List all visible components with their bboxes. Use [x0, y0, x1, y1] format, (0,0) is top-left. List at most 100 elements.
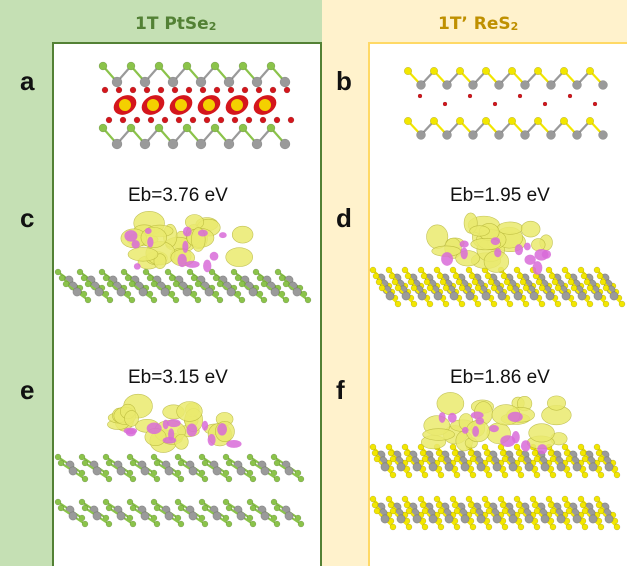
atom — [238, 296, 246, 304]
atom — [417, 291, 427, 301]
atom — [561, 495, 569, 503]
atom — [513, 266, 521, 274]
atom — [80, 274, 88, 282]
atom — [581, 507, 589, 515]
atom — [115, 86, 123, 94]
atom — [252, 268, 260, 276]
charge-density-negative-lobe — [133, 263, 141, 270]
atom — [129, 504, 137, 512]
atom — [369, 443, 377, 451]
atom — [533, 471, 541, 479]
atom — [372, 272, 380, 280]
charge-density-positive-lobe — [422, 428, 455, 441]
atom — [273, 116, 281, 124]
atom — [538, 300, 546, 308]
atom — [577, 495, 585, 503]
atom — [167, 76, 179, 88]
atom — [596, 272, 604, 280]
atom — [150, 453, 158, 461]
atom — [417, 93, 423, 99]
atom — [255, 86, 263, 94]
atom — [282, 296, 290, 304]
atom — [437, 471, 445, 479]
panel-label-b: b — [336, 66, 352, 96]
atom — [465, 495, 473, 503]
atom — [105, 520, 113, 528]
atom — [593, 291, 603, 301]
atom — [452, 272, 460, 280]
charge-density-negative-lobe — [162, 436, 177, 444]
charge-density-negative-lobe — [475, 417, 485, 425]
atom — [481, 443, 489, 451]
atom — [559, 116, 569, 126]
atom — [565, 471, 573, 479]
atom — [371, 501, 379, 509]
atom — [249, 520, 257, 528]
atom — [403, 449, 411, 457]
atom — [194, 296, 202, 304]
atom — [451, 501, 459, 509]
atom — [460, 514, 470, 524]
atom — [494, 80, 504, 90]
atom — [223, 76, 235, 88]
atom — [81, 475, 89, 483]
atom — [468, 80, 478, 90]
atom — [580, 272, 588, 280]
atom — [105, 475, 113, 483]
atom — [194, 280, 202, 288]
charge-density-negative-lobe — [144, 227, 152, 235]
atom — [98, 61, 108, 71]
charge-density-negative-lobe — [441, 252, 454, 266]
atom — [485, 507, 493, 515]
atom — [201, 459, 209, 467]
res2-panel-frame — [368, 42, 627, 566]
atom — [588, 462, 598, 472]
atom — [217, 116, 225, 124]
atom — [54, 498, 62, 506]
atom — [492, 462, 502, 472]
atom — [561, 266, 569, 274]
charge-density-negative-lobe — [470, 411, 484, 419]
atom — [283, 86, 291, 94]
atom — [84, 296, 92, 304]
atom — [212, 274, 220, 282]
atom — [609, 291, 619, 301]
atom — [481, 291, 491, 301]
atom — [182, 123, 192, 133]
atom — [405, 523, 413, 531]
atom — [102, 274, 110, 282]
atom — [597, 471, 605, 479]
atom — [172, 280, 180, 288]
ptse2-column-title: 1T PtSe2 — [135, 14, 217, 34]
atom — [485, 523, 493, 531]
atom — [396, 514, 406, 524]
atom — [216, 280, 224, 288]
charge-density-positive-lobe — [531, 238, 546, 252]
atom — [545, 266, 553, 274]
atom — [81, 520, 89, 528]
atom — [210, 123, 220, 133]
oxygen-density-core — [231, 99, 243, 111]
atom — [68, 511, 78, 521]
atom — [542, 101, 548, 107]
atom — [273, 459, 281, 467]
atom — [153, 459, 161, 467]
atom — [506, 300, 514, 308]
atom — [182, 287, 192, 297]
atom — [597, 523, 605, 531]
panel-c-charge-density-structure — [54, 211, 312, 304]
atom — [592, 101, 598, 107]
atom — [453, 507, 461, 515]
atom — [81, 504, 89, 512]
atom — [251, 76, 263, 88]
atom — [369, 495, 377, 503]
atom — [143, 86, 151, 94]
atom — [597, 455, 605, 463]
atom — [269, 86, 277, 94]
atom — [371, 449, 379, 457]
atom — [442, 300, 450, 308]
atom — [433, 266, 441, 274]
atom — [182, 61, 192, 71]
atom — [256, 274, 264, 282]
atom — [437, 523, 445, 531]
